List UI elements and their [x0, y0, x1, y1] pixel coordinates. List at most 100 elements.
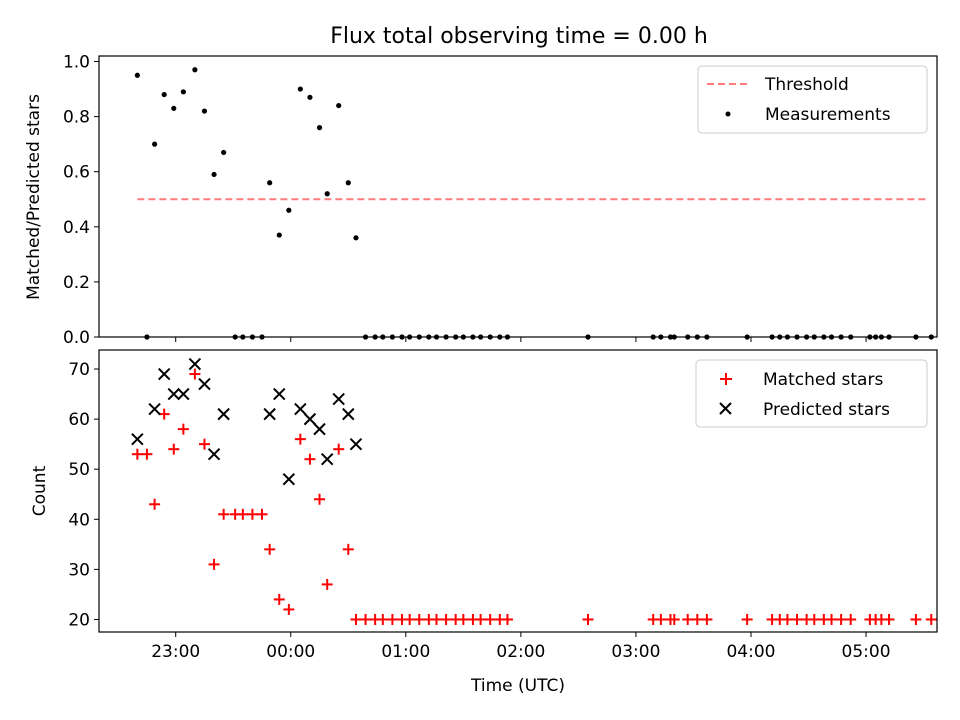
matched-star-point — [168, 443, 180, 455]
matched-star-point — [141, 448, 153, 460]
bottom-y-ticks: 20 30 40 50 60 70 — [68, 360, 99, 630]
matched-star-point — [582, 613, 594, 625]
matched-star-point — [826, 613, 838, 625]
matched-star-point — [701, 613, 713, 625]
matched-star-point — [925, 613, 937, 625]
matched-star-point — [691, 613, 703, 625]
predicted-star-point — [198, 377, 211, 391]
measurement-point — [336, 102, 342, 109]
legend-matched-swatch — [720, 373, 732, 385]
predicted-star-point — [349, 437, 363, 451]
measurement-point — [201, 108, 208, 114]
matched-star-point — [218, 508, 230, 520]
legend-predicted-swatch — [719, 402, 732, 415]
predicted-star-point — [207, 447, 221, 461]
matched-star-point — [808, 613, 820, 625]
matched-star-point — [342, 543, 354, 555]
predicted-star-point — [263, 407, 276, 421]
predicted-star-point — [167, 387, 180, 401]
matched-star-point — [264, 543, 276, 555]
matched-star-point — [131, 448, 143, 460]
matched-star-point — [386, 613, 398, 625]
matched-star-point — [377, 613, 389, 625]
legend-predicted-label: Predicted stars — [763, 400, 890, 420]
matched-star-point — [273, 593, 285, 605]
x-tick-label: 00:00 — [266, 642, 315, 662]
legend-threshold-label: Threshold — [764, 75, 849, 95]
predicted-star-point — [294, 402, 307, 416]
measurement-point — [211, 171, 217, 178]
predicted-star-point — [313, 422, 326, 436]
measurement-point — [134, 72, 140, 78]
matched-star-point — [246, 508, 258, 520]
predicted-star-point — [303, 412, 317, 426]
x-tick-label: 03:00 — [611, 642, 660, 662]
matched-star-point — [835, 613, 847, 625]
top-x-ticks — [175, 337, 867, 342]
bottom-legend-box — [695, 359, 928, 428]
matched-star-point — [668, 613, 680, 625]
measurement-point — [345, 180, 351, 186]
matched-star-point — [655, 613, 667, 625]
legend-matched-label: Matched stars — [763, 370, 883, 390]
measurement-point — [180, 89, 186, 95]
matched-star-point — [845, 613, 857, 625]
matched-star-point — [294, 433, 306, 445]
matched-star-point — [682, 613, 694, 625]
matched-star-point — [177, 423, 189, 435]
matched-star-point — [791, 613, 803, 625]
matched-star-point — [314, 493, 326, 505]
x-tick-label: 23:00 — [151, 642, 200, 662]
matched-star-point — [781, 613, 793, 625]
matched-star-point — [198, 438, 210, 450]
bottom-panel: 20 30 40 50 60 70 23:00 00:00 01:00 02:00 03:00 04… — [30, 349, 938, 696]
x-tick-label: 05:00 — [842, 642, 891, 662]
predicted-star-point — [217, 407, 230, 421]
top-legend-box — [697, 65, 928, 134]
matched-star-point — [360, 613, 372, 625]
measurement-point — [171, 105, 177, 111]
matched-star-point — [501, 613, 513, 625]
bottom-y-axis-label: Count — [30, 465, 50, 516]
measurement-point — [221, 149, 227, 156]
top-y-tick-label: 0.6 — [63, 163, 90, 183]
matched-star-point — [208, 558, 220, 570]
top-y-tick-label: 0.2 — [63, 273, 90, 293]
predicted-star-point — [332, 392, 345, 406]
bottom-y-tick-label: 40 — [68, 510, 90, 530]
measurement-point — [152, 141, 158, 147]
top-y-tick-label: 0.0 — [63, 328, 90, 348]
matched-star-point — [440, 613, 452, 625]
predicted-star-point — [157, 367, 171, 381]
legend-measurements-label: Measurements — [765, 105, 891, 125]
bottom-y-tick-label: 30 — [68, 560, 90, 580]
matched-star-point — [304, 453, 316, 465]
matched-star-point — [910, 613, 922, 625]
matched-star-point — [883, 613, 895, 625]
matched-star-point — [256, 508, 268, 520]
x-tick-label: 04:00 — [726, 642, 775, 662]
matched-star-point — [350, 613, 362, 625]
measurement-point — [267, 180, 273, 186]
predicted-star-point — [282, 473, 296, 486]
predicted-star-point — [131, 432, 144, 446]
matched-star-point — [283, 603, 295, 615]
matched-star-point — [333, 443, 345, 455]
matched-star-point — [237, 508, 249, 520]
matched-star-point — [484, 613, 496, 625]
top-y-tick-label: 0.8 — [63, 108, 90, 128]
bottom-axes-frame — [98, 349, 938, 633]
top-y-tick-label: 1.0 — [63, 53, 90, 73]
predicted-star-point — [188, 357, 202, 371]
bottom-y-tick-label: 20 — [68, 610, 90, 630]
top-y-axis-label: Matched/Predicted stars — [24, 94, 44, 300]
bottom-legend: Matched stars Predicted stars — [695, 359, 928, 428]
top-legend: Threshold Measurements — [697, 65, 928, 134]
bottom-y-tick-label: 70 — [68, 360, 90, 380]
measurement-point — [297, 86, 303, 92]
matched-star-point — [475, 613, 487, 625]
predicted-star-point — [148, 402, 161, 416]
matched-star-point — [413, 613, 425, 625]
measurement-point — [276, 232, 282, 238]
